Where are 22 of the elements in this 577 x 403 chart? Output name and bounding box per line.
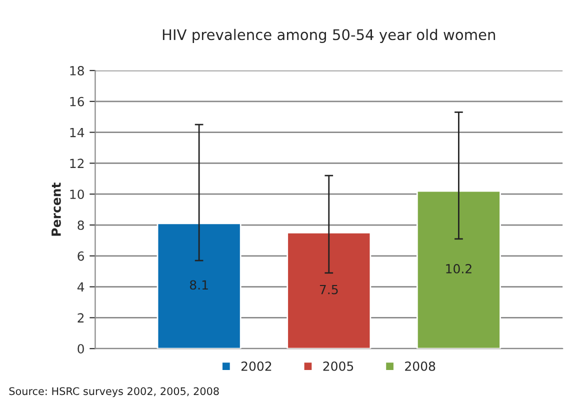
- chart-title: HIV prevalence among 50-54 year old women: [162, 28, 496, 43]
- bar: [156, 222, 242, 349]
- y-tick-label: 12: [70, 158, 84, 168]
- data-label: 8.1: [190, 280, 208, 290]
- y-tick-label: 18: [70, 66, 84, 76]
- y-axis-title: Percent: [52, 182, 61, 236]
- y-tick-label: 16: [70, 96, 84, 106]
- y-tick-label: 10: [70, 190, 84, 200]
- y-tick-label: 6: [78, 251, 84, 261]
- data-label: 10.2: [446, 264, 472, 274]
- source-note: Source: HSRC surveys 2002, 2005, 2008: [9, 387, 219, 398]
- y-tick-label: 14: [70, 128, 84, 138]
- y-tick-label: 4: [77, 282, 84, 292]
- bar: [286, 232, 372, 349]
- legend-label: 2005: [323, 361, 354, 371]
- data-label: 7.5: [320, 285, 338, 294]
- y-tick-label: 0: [78, 344, 84, 354]
- y-tick-label: 2: [78, 313, 84, 322]
- y-tick-label: 8: [78, 220, 84, 230]
- bar: [416, 190, 501, 349]
- legend-label: 2002: [241, 361, 272, 371]
- legend-label: 2008: [405, 361, 436, 371]
